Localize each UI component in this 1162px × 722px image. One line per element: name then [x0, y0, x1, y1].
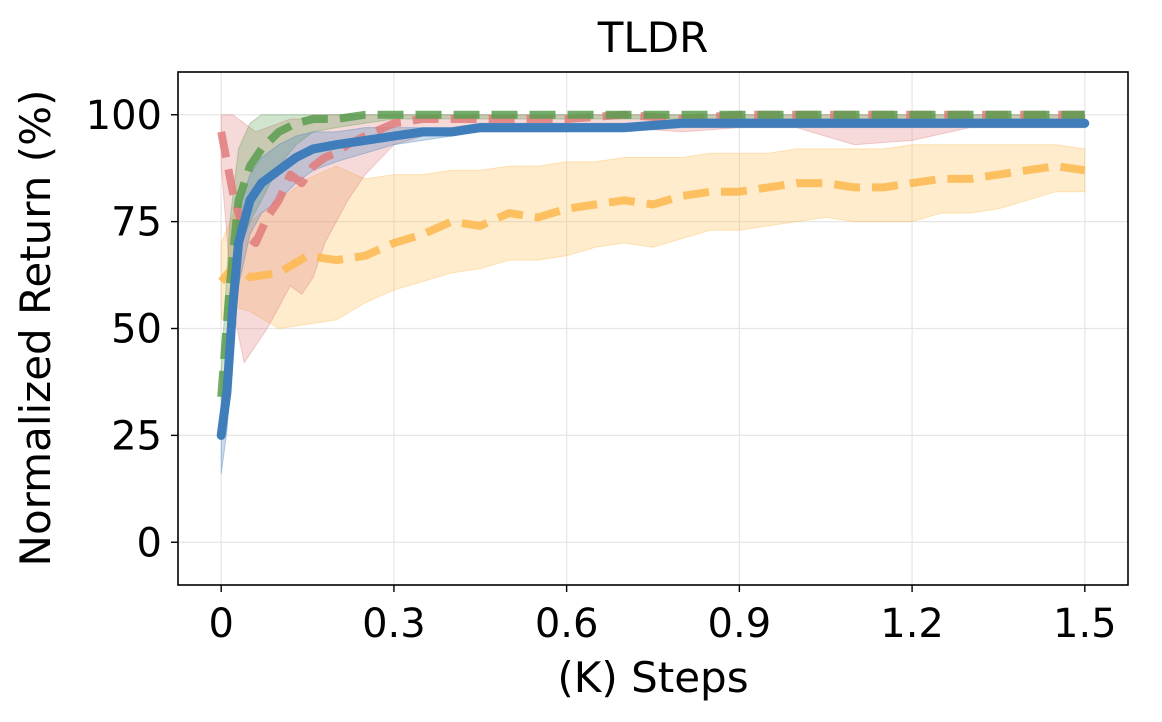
- x-tick-label: 0: [208, 601, 233, 647]
- x-tick-label: 1.2: [880, 601, 944, 647]
- grid-layer: [178, 72, 1128, 585]
- x-axis-label: (K) Steps: [557, 653, 748, 702]
- confidence-bands: [220, 114, 1086, 474]
- chart-title: TLDR: [597, 13, 709, 62]
- line-blue-solid: [216, 118, 1090, 440]
- x-tick-label: 0.9: [708, 601, 772, 647]
- y-axis-label: Normalized Return (%): [11, 90, 60, 567]
- x-tick-label: 0.6: [535, 601, 599, 647]
- series-lines: [216, 110, 1090, 440]
- axis-ticks: 0 0.3 0.6 0.9 1.2 1.5 0 25 50 75 100: [86, 93, 1117, 647]
- y-tick-label: 0: [137, 520, 162, 566]
- x-tick-label: 1.5: [1053, 601, 1117, 647]
- line-orange-dashed: [218, 162, 1086, 285]
- band-orange-dashed: [220, 144, 1086, 330]
- line-green-dashed: [217, 110, 1085, 398]
- y-tick-label: 100: [86, 93, 162, 139]
- y-tick-label: 25: [111, 413, 162, 459]
- y-tick-label: 75: [111, 200, 162, 246]
- x-tick-label: 0.3: [362, 601, 426, 647]
- y-tick-label: 50: [111, 307, 162, 353]
